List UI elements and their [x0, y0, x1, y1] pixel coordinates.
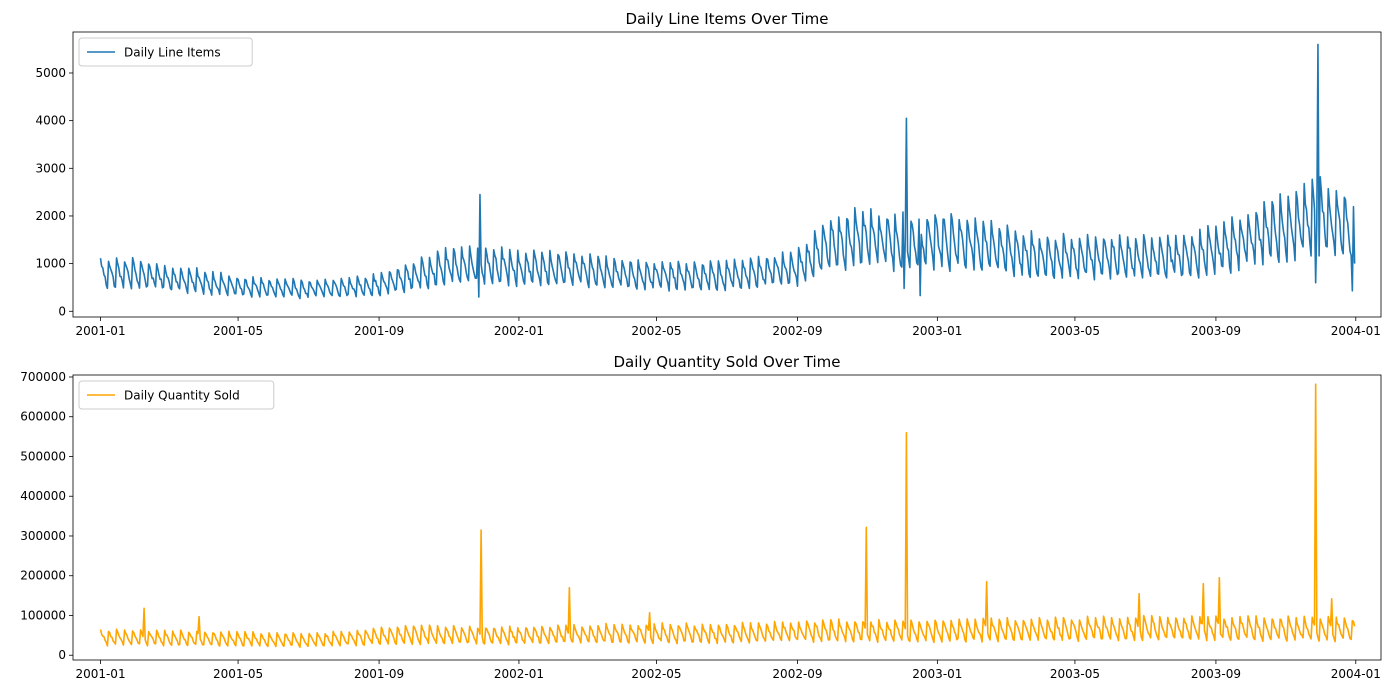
line-items-series-line [99, 43, 1356, 300]
legend-label: Daily Quantity Sold [124, 389, 240, 403]
quantity-sold-legend: Daily Quantity Sold [78, 380, 275, 410]
quantity-sold-ytick-label: 100000 [20, 608, 66, 622]
line-items-xtick-label: 2002-05 [631, 324, 681, 338]
quantity-sold-xtick-label: 2001-09 [354, 667, 404, 681]
line-items-ytick-label: 3000 [35, 161, 66, 175]
quantity-sold-plot-frame [72, 374, 1382, 661]
quantity-sold-ytick-label: 0 [58, 648, 66, 662]
legend-label: Daily Line Items [124, 46, 221, 60]
line-items-ytick-label: 2000 [35, 209, 66, 223]
quantity-sold-ytick-label: 300000 [20, 529, 66, 543]
line-items-legend: Daily Line Items [78, 37, 253, 67]
quantity-sold-xtick-label: 2004-01 [1331, 667, 1381, 681]
quantity-sold-xtick-label: 2002-01 [494, 667, 544, 681]
line-items-xtick-label: 2004-01 [1331, 324, 1381, 338]
quantity-sold-xtick-label: 2003-05 [1050, 667, 1100, 681]
quantity-sold-xtick-label: 2002-05 [631, 667, 681, 681]
line-items-xtick-label: 2001-05 [213, 324, 263, 338]
quantity-sold-xtick-label: 2003-09 [1191, 667, 1241, 681]
quantity-sold-ytick-label: 600000 [20, 410, 66, 424]
line-items-xtick-label: 2003-01 [912, 324, 962, 338]
quantity-sold-xtick-label: 2001-01 [75, 667, 125, 681]
quantity-sold-ytick-label: 200000 [20, 569, 66, 583]
quantity-sold-xtick-label: 2002-09 [772, 667, 822, 681]
quantity-sold-title: Daily Quantity Sold Over Time [613, 353, 840, 371]
quantity-sold-ytick-label: 700000 [20, 370, 66, 384]
line-items-xtick-label: 2002-09 [772, 324, 822, 338]
line-items-xtick-label: 2001-01 [75, 324, 125, 338]
line-items-ytick-label: 4000 [35, 114, 66, 128]
line-items-xtick-label: 2003-09 [1191, 324, 1241, 338]
quantity-sold-xtick-label: 2001-05 [213, 667, 263, 681]
line-items-xtick-label: 2002-01 [494, 324, 544, 338]
line-items-plot-frame [72, 31, 1382, 318]
quantity-sold-ytick-label: 500000 [20, 449, 66, 463]
quantity-sold-chart: Daily Quantity Sold Over Time 2001-01 2001… [20, 353, 1382, 681]
line-items-ytick-label: 5000 [35, 66, 66, 80]
line-items-xtick-label: 2003-05 [1050, 324, 1100, 338]
quantity-sold-ytick-label: 400000 [20, 489, 66, 503]
line-items-xtick-label: 2001-09 [354, 324, 404, 338]
legend-box [78, 37, 253, 67]
quantity-sold-xtick-label: 2003-01 [912, 667, 962, 681]
legend-box [78, 380, 275, 410]
line-items-chart: Daily Line Items Over Time 2001-01 2001-05… [35, 10, 1382, 338]
line-items-title: Daily Line Items Over Time [625, 10, 828, 28]
quantity-sold-series-line [99, 383, 1356, 649]
line-items-ytick-label: 0 [58, 304, 66, 318]
line-items-ytick-label: 1000 [35, 257, 66, 271]
